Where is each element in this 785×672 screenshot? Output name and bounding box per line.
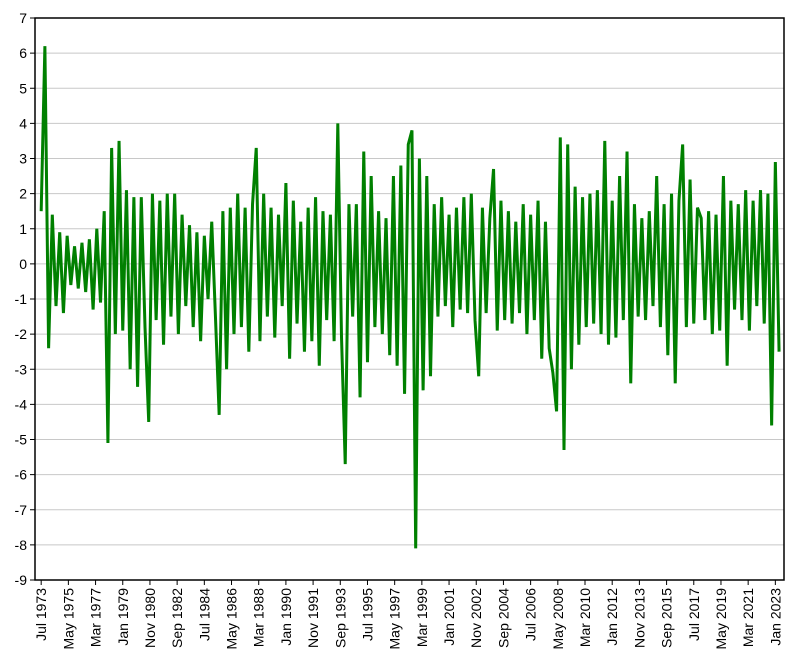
x-tick-label: Jul 1973 — [33, 588, 49, 641]
y-tick-label: 0 — [19, 256, 27, 272]
x-tick-label: Sep 2004 — [495, 588, 511, 648]
y-tick-label: -5 — [15, 432, 28, 448]
plot-frame — [34, 17, 785, 581]
x-tick-label: May 2008 — [550, 588, 566, 650]
x-tick-label: Sep 1982 — [169, 588, 185, 648]
data-line — [39, 46, 781, 549]
x-tick-label: Nov 1991 — [305, 588, 321, 648]
x-tick-label: Sep 1993 — [332, 588, 348, 648]
y-tick-label: -9 — [15, 572, 28, 588]
x-tick-label: Jul 1995 — [359, 588, 375, 641]
x-tick-label: Nov 1980 — [142, 588, 158, 648]
y-tick-label: -2 — [15, 326, 28, 342]
x-tick-label: Jan 2001 — [441, 588, 457, 646]
x-tick-label: Jan 2023 — [767, 588, 783, 646]
y-tick-label: 2 — [19, 186, 27, 202]
y-tick-label: -8 — [15, 537, 28, 553]
y-tick-label: 3 — [19, 151, 27, 167]
x-tick-label: May 2019 — [713, 588, 729, 650]
x-tick-label: Mar 2010 — [577, 588, 593, 647]
x-tick-label: Nov 2002 — [468, 588, 484, 648]
x-tick-label: Sep 2015 — [659, 588, 675, 648]
x-tick-label: Jul 1984 — [196, 588, 212, 641]
y-tick-label: -4 — [15, 396, 28, 412]
x-tick-label: Jul 2006 — [523, 588, 539, 641]
y-tick-label: 7 — [19, 10, 27, 26]
x-tick-label: Jan 1990 — [278, 588, 294, 646]
x-tick-label: May 1997 — [387, 588, 403, 650]
x-tick-label: May 1975 — [60, 588, 76, 650]
y-tick-label: 6 — [19, 45, 27, 61]
x-tick-label: Mar 1999 — [414, 588, 430, 647]
x-tick-label: Mar 2021 — [740, 588, 756, 647]
y-tick-label: 5 — [19, 80, 27, 96]
y-tick-label: -3 — [15, 361, 28, 377]
x-tick-label: Nov 2013 — [631, 588, 647, 648]
y-tick-label: 1 — [19, 221, 27, 237]
x-tick-label: Jan 1979 — [115, 588, 131, 646]
x-tick-label: May 1986 — [224, 588, 240, 650]
x-tick-label: Mar 1988 — [251, 588, 267, 647]
y-tick-label: -6 — [15, 467, 28, 483]
x-tick-label: Jul 2017 — [686, 588, 702, 641]
x-tick-label: Jan 2012 — [604, 588, 620, 646]
y-tick-label: -1 — [15, 291, 28, 307]
y-tick-label: -7 — [15, 502, 28, 518]
y-tick-label: 4 — [19, 115, 27, 131]
x-tick-label: Mar 1977 — [88, 588, 104, 647]
